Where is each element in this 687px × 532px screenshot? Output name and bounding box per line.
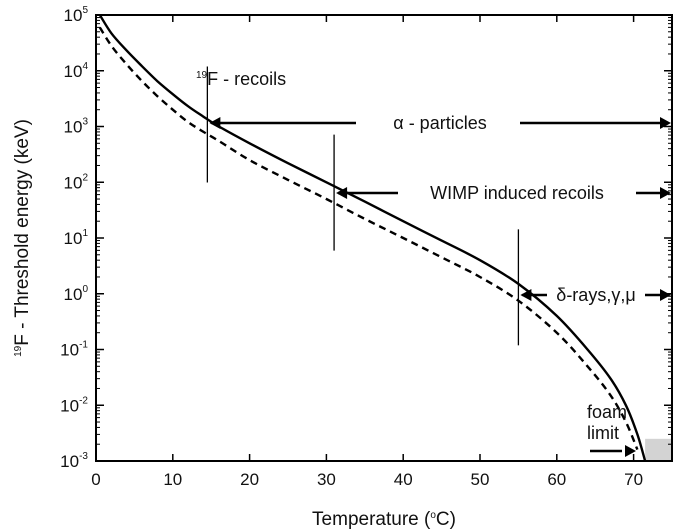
series-line-solid	[98, 14, 647, 462]
annotation-wimp-recoils: WIMP induced recoils	[430, 183, 604, 203]
y-tick-label: 103	[64, 117, 89, 137]
x-tick-label: 20	[240, 470, 259, 489]
y-tick-label: 10-3	[60, 451, 88, 471]
y-axis-ticks: 105 104 103 102 101 100 10-1 10-2 10-3	[60, 5, 672, 471]
x-axis-ticks: 0 10 20 30 40 50 60 70	[91, 15, 643, 489]
wimp-arrow-right-head	[660, 187, 671, 199]
foam-region-layer	[645, 438, 672, 461]
y-tick-label: 10-1	[60, 340, 88, 360]
x-tick-label: 70	[624, 470, 643, 489]
y-tick-label: 104	[64, 61, 89, 81]
annotation-foam: foam	[587, 402, 627, 422]
x-tick-label: 30	[317, 470, 336, 489]
y-tick-label: 101	[64, 228, 89, 248]
y-tick-label: 105	[64, 5, 89, 25]
threshold-markers	[206, 66, 520, 346]
series-line-dashed	[98, 26, 639, 451]
y-axis-label: 19F - Threshold energy (keV)	[12, 119, 33, 357]
x-tick-label: 50	[471, 470, 490, 489]
annotation-alpha-particles: α - particles	[393, 113, 486, 133]
foam-arrow-head	[625, 445, 636, 457]
foam-limit-region	[645, 438, 672, 461]
y-tick-label: 10-2	[60, 395, 88, 415]
x-tick-label: 40	[394, 470, 413, 489]
x-tick-label: 10	[163, 470, 182, 489]
annotation-limit: limit	[587, 423, 619, 443]
annotation-f-recoils: 19F - recoils	[196, 69, 286, 89]
annotation-delta-rays: δ-rays,γ,μ	[556, 285, 635, 305]
alpha-arrow-left-head	[209, 117, 221, 129]
wimp-arrow-left-head	[336, 187, 348, 199]
y-tick-label: 100	[64, 284, 89, 304]
delta-arrow-left-head	[520, 289, 532, 301]
delta-arrow-right-head	[660, 289, 671, 301]
x-tick-label: 0	[91, 470, 100, 489]
series-layer	[98, 14, 647, 462]
x-tick-label: 60	[547, 470, 566, 489]
y-tick-label: 102	[64, 172, 89, 192]
plot-background	[96, 15, 672, 461]
annotation-arrows	[209, 117, 671, 457]
alpha-arrow-right-head	[660, 117, 671, 129]
x-axis-label: Temperature (oC)	[312, 509, 456, 530]
